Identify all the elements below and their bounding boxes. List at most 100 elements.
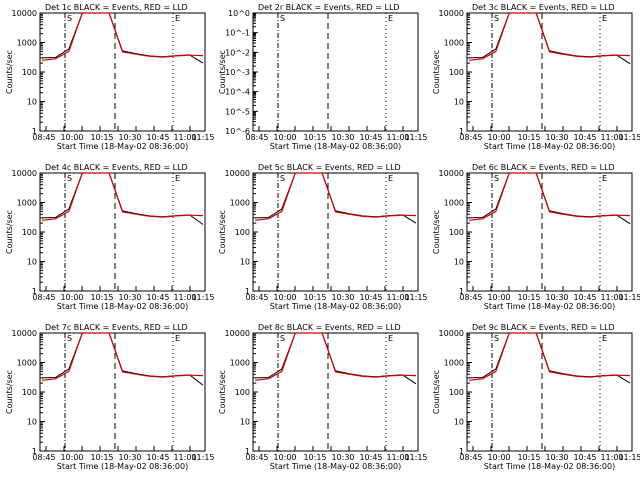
y-axis-label: Counts/sec <box>218 50 227 94</box>
x-tick-label: 10:30 <box>545 293 568 302</box>
y-axis-label: Counts/sec <box>5 50 14 94</box>
panel-title: Det 2r BLACK = Events, RED = LLD <box>258 3 400 12</box>
y-tick-label: 10000 <box>12 329 37 338</box>
x-tick-label: 11:00 <box>600 293 623 302</box>
panel-title: Det 6c BLACK = Events, RED = LLD <box>472 163 615 172</box>
x-tick-label: 10:15 <box>90 453 113 462</box>
x-tick-label: 08:45 <box>245 453 268 462</box>
x-tick-label: 10:45 <box>573 453 596 462</box>
end-marker: E <box>388 14 393 23</box>
end-marker: E <box>388 174 393 183</box>
lld-series-line <box>254 332 417 381</box>
x-tick-label: 11:00 <box>600 453 623 462</box>
y-tick-label: 100 <box>22 68 37 77</box>
x-tick-label: 10:00 <box>60 293 83 302</box>
x-tick-label: 10:45 <box>359 453 382 462</box>
x-tick-label: 10:30 <box>118 293 141 302</box>
x-tick-label: 10:45 <box>573 293 596 302</box>
x-tick-label: 11:00 <box>386 293 409 302</box>
y-tick-label: 10000 <box>439 329 464 338</box>
x-tick-label: 08:45 <box>459 133 482 142</box>
y-tick-label: 100 <box>235 388 250 397</box>
y-tick-label: 10^-6 <box>225 127 250 136</box>
x-tick-label: 10:00 <box>487 293 510 302</box>
x-tick-label: 08:45 <box>32 453 55 462</box>
x-axis-label: Start Time (18-May-02 08:36:00) <box>484 462 615 471</box>
start-marker: S <box>280 334 285 343</box>
x-tick-label: 10:00 <box>60 453 83 462</box>
end-marker: E <box>175 334 180 343</box>
x-tick-label: 10:45 <box>146 453 169 462</box>
y-tick-label: 100 <box>22 388 37 397</box>
y-tick-label: 10 <box>27 418 37 427</box>
panel-title: Det 8c BLACK = Events, RED = LLD <box>258 323 401 332</box>
start-marker: S <box>67 14 72 23</box>
x-tick-label: 08:45 <box>245 293 268 302</box>
start-marker: S <box>494 334 499 343</box>
panel-det-2: Det 2r BLACK = Events, RED = LLD 10^-6 10^… <box>218 3 428 151</box>
y-tick-label: 100 <box>449 228 464 237</box>
panel-det-4: Det 4c BLACK = Events, RED = LLD 1 10 100 10… <box>5 163 215 311</box>
x-tick-label: 10:45 <box>359 293 382 302</box>
x-tick-label: 10:15 <box>517 453 540 462</box>
x-axis-label: Start Time (18-May-02 08:36:00) <box>270 142 401 151</box>
x-tick-label: 10:00 <box>60 133 83 142</box>
x-axis-label: Start Time (18-May-02 08:36:00) <box>57 462 188 471</box>
x-tick-label: 10:30 <box>118 133 141 142</box>
panel-title: Det 3c BLACK = Events, RED = LLD <box>472 3 615 12</box>
y-tick-label: 10 <box>454 258 464 267</box>
x-axis-label: Start Time (18-May-02 08:36:00) <box>57 142 188 151</box>
x-tick-label: 11:15 <box>618 293 640 302</box>
start-marker: S <box>494 174 499 183</box>
x-tick-label: 11:00 <box>173 453 196 462</box>
end-marker: E <box>602 174 607 183</box>
panel-det-1: Det 1c BLACK = Events, RED = LLD 1 10 100 10… <box>5 3 215 151</box>
end-marker: E <box>175 14 180 23</box>
y-tick-label: 10^-3 <box>225 68 250 77</box>
y-tick-label: 10000 <box>439 169 464 178</box>
x-tick-label: 10:45 <box>146 293 169 302</box>
y-tick-label: 1000 <box>444 199 464 208</box>
start-marker: S <box>280 14 285 23</box>
y-axis-label: Counts/sec <box>218 210 227 254</box>
lld-series-line <box>468 172 631 221</box>
y-tick-label: 10 <box>27 98 37 107</box>
y-tick-label: 10 <box>240 258 250 267</box>
x-axis-label: Start Time (18-May-02 08:36:00) <box>57 302 188 311</box>
end-marker: E <box>602 14 607 23</box>
x-tick-label: 08:45 <box>32 133 55 142</box>
x-tick-label: 11:15 <box>404 133 427 142</box>
y-tick-label: 10^-2 <box>225 48 250 57</box>
lld-series-line <box>468 12 631 61</box>
x-axis-label: Start Time (18-May-02 08:36:00) <box>270 302 401 311</box>
y-axis-label: Counts/sec <box>218 370 227 414</box>
x-tick-label: 08:45 <box>32 293 55 302</box>
y-tick-label: 10^-1 <box>225 29 250 38</box>
end-marker: E <box>602 334 607 343</box>
y-tick-label: 1 <box>459 127 464 136</box>
x-tick-label: 11:15 <box>404 293 427 302</box>
x-tick-label: 11:00 <box>173 293 196 302</box>
end-marker: E <box>175 174 180 183</box>
y-tick-label: 1000 <box>17 359 37 368</box>
x-tick-label: 10:15 <box>90 293 113 302</box>
panel-title: Det 4c BLACK = Events, RED = LLD <box>45 163 188 172</box>
x-tick-label: 10:45 <box>146 133 169 142</box>
lld-series-line <box>41 172 204 221</box>
x-axis-label: Start Time (18-May-02 08:36:00) <box>484 142 615 151</box>
x-tick-label: 10:45 <box>359 133 382 142</box>
x-tick-label: 10:30 <box>331 293 354 302</box>
y-tick-label: 1 <box>32 287 37 296</box>
y-tick-label: 10000 <box>12 9 37 18</box>
panel-title: Det 5c BLACK = Events, RED = LLD <box>258 163 401 172</box>
x-tick-label: 08:45 <box>459 293 482 302</box>
x-tick-label: 10:00 <box>487 133 510 142</box>
y-tick-label: 10 <box>240 418 250 427</box>
y-axis-label: Counts/sec <box>432 50 441 94</box>
panel-det-8: Det 8c BLACK = Events, RED = LLD 1 10 100 10… <box>218 323 428 471</box>
x-tick-label: 10:15 <box>303 293 326 302</box>
y-tick-label: 10 <box>27 258 37 267</box>
y-tick-label: 1 <box>245 287 250 296</box>
x-tick-label: 08:45 <box>459 453 482 462</box>
y-tick-label: 100 <box>235 228 250 237</box>
